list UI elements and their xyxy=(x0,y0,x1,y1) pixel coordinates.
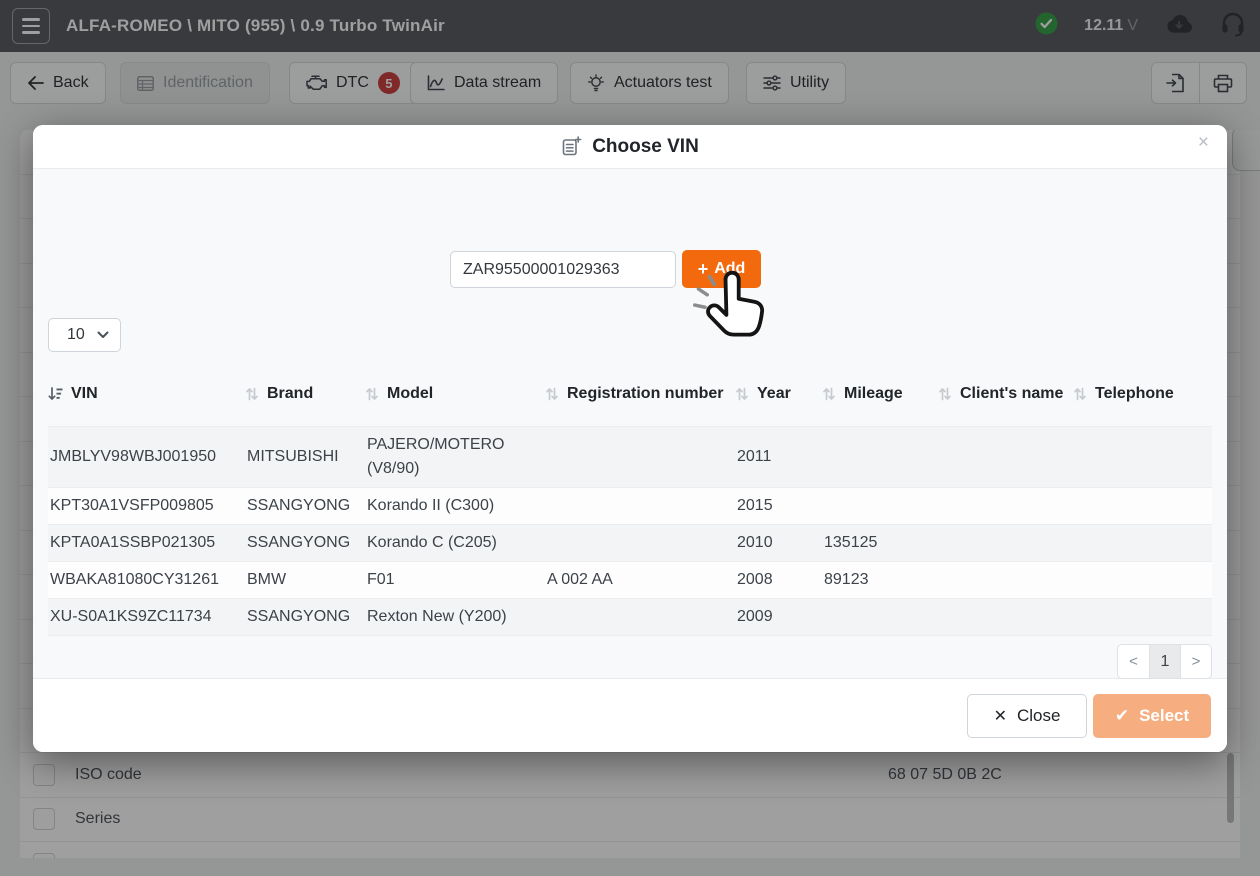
export-report-button[interactable] xyxy=(1152,63,1199,103)
column-header-vin[interactable]: VIN xyxy=(48,362,245,426)
data-row xyxy=(20,842,1240,858)
sort-icon xyxy=(736,387,748,401)
data-row-series: Series xyxy=(20,798,1240,842)
dialog-title: Choose VIN xyxy=(592,135,699,157)
pagination-page-1[interactable]: 1 xyxy=(1149,645,1180,678)
column-header-brand[interactable]: Brand xyxy=(245,362,365,426)
scrollbar-thumb[interactable] xyxy=(1227,753,1234,823)
column-header-telephone[interactable]: Telephone xyxy=(1073,362,1212,426)
pagination-next-button[interactable]: > xyxy=(1180,645,1211,678)
menu-hamburger-button[interactable] xyxy=(12,8,50,44)
chevron-down-icon xyxy=(97,331,109,338)
top-bar: ALFA-ROMEO \ MITO (955) \ 0.9 Turbo Twin… xyxy=(0,0,1260,52)
data-row-iso-code: ISO code 68 07 5D 0B 2C xyxy=(20,753,1240,798)
sort-icon xyxy=(939,387,951,401)
pagination: < 1 > xyxy=(1117,644,1212,679)
column-header-mileage[interactable]: Mileage xyxy=(822,362,938,426)
arrow-left-icon xyxy=(28,76,44,90)
bulb-icon xyxy=(588,74,604,92)
identification-button[interactable]: Identification xyxy=(120,62,270,104)
sort-icon xyxy=(246,387,258,401)
toolbar-icon-group xyxy=(1151,62,1247,104)
column-header-registration[interactable]: Registration number xyxy=(545,362,735,426)
export-document-icon xyxy=(1166,73,1184,93)
sort-icon xyxy=(546,387,558,401)
engine-icon xyxy=(306,75,327,90)
row-checkbox[interactable] xyxy=(33,763,55,786)
dialog-footer: ✕ Close ✔ Select xyxy=(33,678,1227,752)
table-header-row: VIN Brand Model Registration number Year xyxy=(48,362,1212,426)
check-icon: ✔ xyxy=(1114,705,1130,725)
identification-list-icon xyxy=(137,75,154,91)
column-header-model[interactable]: Model xyxy=(365,362,545,426)
document-plus-icon xyxy=(562,136,582,156)
column-header-client-name[interactable]: Client's name xyxy=(938,362,1073,426)
close-icon[interactable]: × xyxy=(1197,132,1209,153)
row-checkbox[interactable] xyxy=(33,852,55,858)
plus-icon: + xyxy=(697,258,709,279)
choose-vin-dialog: Choose VIN × + Add 10 xyxy=(33,125,1227,752)
vin-input[interactable] xyxy=(450,251,676,288)
add-vin-button[interactable]: + Add xyxy=(682,250,761,288)
close-button[interactable]: ✕ Close xyxy=(967,693,1087,738)
utility-button[interactable]: Utility xyxy=(746,62,847,104)
back-button[interactable]: Back xyxy=(10,62,106,104)
dtc-count-badge: 5 xyxy=(377,72,400,94)
iso-code-value: 68 07 5D 0B 2C xyxy=(888,765,1002,783)
sort-active-icon xyxy=(48,386,63,400)
sliders-icon xyxy=(763,75,781,91)
page-size-select[interactable]: 10 xyxy=(48,318,121,352)
vin-table-row[interactable]: XU-S0A1KS9ZC11734 SSANGYONG Rexton New (Y2… xyxy=(48,598,1212,635)
vin-table-row[interactable]: KPT30A1VSFP009805 SSANGYONG Korando II (C3… xyxy=(48,487,1212,524)
printer-icon xyxy=(1213,74,1233,92)
dialog-header: Choose VIN × xyxy=(33,125,1227,169)
actuators-test-button[interactable]: Actuators test xyxy=(570,62,729,104)
row-checkbox[interactable] xyxy=(33,808,55,831)
diagnostic-toolbar: Back Identification DTC 5 Data stream Ac… xyxy=(0,52,1260,130)
line-chart-icon xyxy=(427,75,445,91)
cloud-download-icon[interactable] xyxy=(1164,13,1194,40)
vin-table: VIN Brand Model Registration number Year xyxy=(48,362,1212,636)
headset-support-icon[interactable] xyxy=(1220,11,1246,42)
sort-icon xyxy=(823,387,835,401)
pagination-prev-button[interactable]: < xyxy=(1129,653,1138,670)
connection-status-check-icon xyxy=(1035,12,1058,40)
iso-code-label: ISO code xyxy=(75,765,142,783)
sort-icon xyxy=(1074,387,1086,401)
print-button[interactable] xyxy=(1199,63,1246,103)
sort-icon xyxy=(366,387,378,401)
battery-voltage: 12.11 V xyxy=(1084,17,1138,34)
data-stream-button[interactable]: Data stream xyxy=(410,62,559,104)
select-button[interactable]: ✔ Select xyxy=(1093,693,1211,738)
vin-table-row[interactable]: WBAKA81080CY31261 BMW F01 A 002 AA 2008 89123 xyxy=(48,561,1212,598)
vin-table-row[interactable]: JMBLYV98WBJ001950 MITSUBISHI PAJERO/MOTERO… xyxy=(48,426,1212,487)
dialog-body: + Add 10 VIN xyxy=(33,169,1227,679)
column-header-year[interactable]: Year xyxy=(735,362,822,426)
background-partial-button xyxy=(1232,127,1260,171)
x-icon: ✕ xyxy=(993,707,1007,725)
dtc-button[interactable]: DTC 5 xyxy=(289,62,417,104)
vin-table-row[interactable]: KPTA0A1SSBP021305 SSANGYONG Korando C (C20… xyxy=(48,524,1212,561)
series-label: Series xyxy=(75,810,121,828)
vehicle-breadcrumb: ALFA-ROMEO \ MITO (955) \ 0.9 Turbo Twin… xyxy=(66,16,445,35)
